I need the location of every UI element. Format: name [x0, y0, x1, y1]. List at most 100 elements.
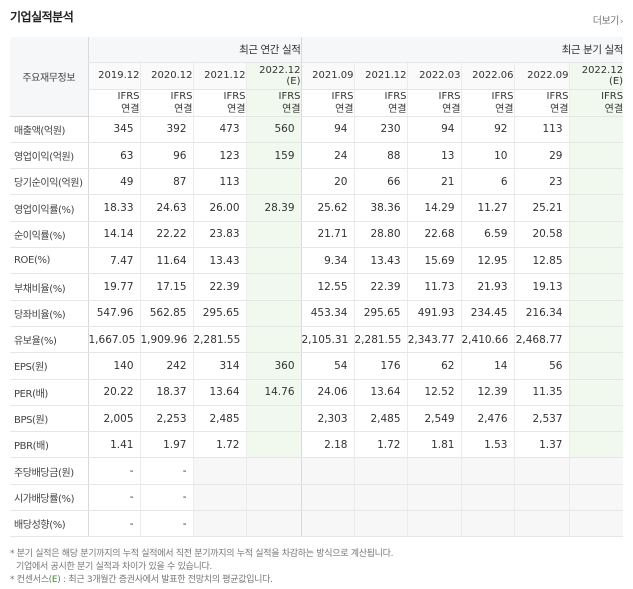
table-cell: 2,105.31	[300, 326, 354, 354]
quarter-header: 최근 분기 실적	[300, 37, 624, 64]
table-cell: 20.22	[87, 379, 140, 406]
table-cell: 21	[406, 168, 461, 196]
chevron-right-icon[interactable]: ›	[619, 17, 624, 27]
period-col-2: 2021.12	[192, 62, 246, 90]
table-cell: 11.64	[139, 247, 193, 275]
table-cell	[513, 484, 569, 512]
table-cell: 13.43	[353, 247, 407, 275]
table-cell	[568, 484, 624, 512]
row-label: BPS(원)	[10, 405, 88, 433]
table-cell: 13	[406, 142, 461, 170]
row-label: 영업이익(억원)	[10, 142, 88, 170]
table-cell: 2,485	[353, 405, 407, 433]
row-label: PBR(배)	[10, 431, 88, 459]
table-cell: 6.59	[460, 221, 514, 249]
period-col-0: 2019.12	[87, 62, 140, 90]
table-cell: 159	[245, 142, 301, 170]
table-row: ROE(%) 7.47 11.64 13.43 9.34 13.43 15.69 12.95 1…	[10, 247, 624, 275]
table-cell: 62	[406, 352, 461, 380]
table-cell: 24.63	[139, 194, 193, 222]
ifrs-tag-3: IFRS 연결	[245, 89, 301, 117]
table-cell: 20.58	[513, 221, 569, 249]
period-col-8: 2022.09	[513, 62, 569, 90]
table-cell	[460, 510, 514, 538]
table-cell: 140	[87, 352, 140, 380]
table-cell	[245, 510, 301, 538]
footnotes: * 분기 실적은 해당 분기까지의 누적 실적에서 직전 분기까지의 누적 실적…	[10, 548, 623, 587]
table-cell: -	[87, 457, 140, 485]
table-cell: 113	[513, 116, 569, 143]
table-row: BPS(원) 2,005 2,253 2,485 2,303 2,485 2,549 2,47…	[10, 405, 624, 433]
ifrs-tag-0: IFRS 연결	[87, 89, 140, 117]
table-cell: 314	[192, 352, 246, 380]
ifrs-tag-5: IFRS 연결	[353, 89, 407, 117]
footnote-1: * 분기 실적은 해당 분기까지의 누적 실적에서 직전 분기까지의 누적 실적…	[10, 549, 394, 559]
table-cell: 216.34	[513, 300, 569, 327]
table-cell: 12.95	[460, 247, 514, 275]
table-cell: -	[139, 457, 193, 485]
table-cell: 234.45	[460, 300, 514, 327]
table-cell: 1,909.96	[139, 326, 193, 354]
table-cell: -	[87, 484, 140, 512]
footnote-2: 기업에서 공시한 분기 실적과 차이가 있을 수 있습니다.	[16, 562, 213, 572]
table-cell: 38.36	[353, 194, 407, 222]
table-cell: 21.71	[300, 221, 354, 249]
table-cell: 28.39	[245, 194, 301, 222]
table-cell	[353, 457, 407, 485]
table-cell: 1.53	[460, 431, 514, 459]
table-cell: 22.39	[353, 273, 407, 301]
row-label: 부채비율(%)	[10, 273, 88, 301]
table-cell: 18.33	[87, 194, 140, 222]
table-cell	[568, 194, 624, 222]
table-cell: 96	[139, 142, 193, 170]
table-row: 부채비율(%) 19.77 17.15 22.39 12.55 22.39 11.73 21.…	[10, 273, 624, 301]
table-cell: 10	[460, 142, 514, 170]
table-cell: 1.81	[406, 431, 461, 459]
table-cell	[513, 510, 569, 538]
period-col-6: 2022.03	[406, 62, 461, 90]
table-cell: 23.83	[192, 221, 246, 249]
table-cell: 2,549	[406, 405, 461, 433]
table-cell: 473	[192, 116, 246, 143]
table-cell: 1.72	[353, 431, 407, 459]
row-label: EPS(원)	[10, 352, 88, 380]
table-cell: 94	[406, 116, 461, 143]
table-cell: 29	[513, 142, 569, 170]
table-cell: -	[139, 510, 193, 538]
table-cell	[406, 457, 461, 485]
row-label: PER(배)	[10, 379, 88, 406]
table-cell	[568, 273, 624, 301]
more-link[interactable]: 더보기›	[592, 12, 624, 27]
table-cell	[192, 484, 246, 512]
table-cell: 1.37	[513, 431, 569, 459]
table-row: 배당성향(%) - -	[10, 510, 624, 538]
table-cell: 2,281.55	[353, 326, 407, 354]
table-row: 영업이익률(%) 18.33 24.63 26.00 28.39 25.62 38.36 14…	[10, 194, 624, 222]
table-cell: 92	[460, 116, 514, 143]
table-cell: 392	[139, 116, 193, 143]
table-cell: 19.13	[513, 273, 569, 301]
ifrs-tag-8: IFRS 연결	[513, 89, 569, 117]
table-cell: 12.85	[513, 247, 569, 275]
footnote-3: * 컨센서스(E) : 최근 3개월간 증권사에서 발표한 전망치의 평균값입니…	[10, 574, 623, 587]
table-cell: 2,476	[460, 405, 514, 433]
table-cell: 2,281.55	[192, 326, 246, 354]
table-cell: 25.21	[513, 194, 569, 222]
table-cell: 88	[353, 142, 407, 170]
footnote-3-prefix: * 컨센서스(	[10, 575, 52, 585]
table-cell	[245, 273, 301, 301]
table-cell: 176	[353, 352, 407, 380]
period-col-3: 2022.12 (E)	[245, 62, 301, 90]
table-row: EPS(원) 140 242 314 360 54 176 62 14 56	[10, 352, 624, 380]
table-cell: 22.22	[139, 221, 193, 249]
table-cell	[568, 168, 624, 196]
period-col-5: 2021.12	[353, 62, 407, 90]
table-cell: 18.37	[139, 379, 193, 406]
table-cell	[245, 326, 301, 354]
more-label[interactable]: 더보기	[592, 16, 620, 27]
table-cell: 12.52	[406, 379, 461, 406]
table-cell: 14.76	[245, 379, 301, 406]
table-cell	[245, 247, 301, 275]
table-row: 당좌비율(%) 547.96 562.85 295.65 453.34 295.65 491…	[10, 300, 624, 327]
table-cell: 2,343.77	[406, 326, 461, 354]
